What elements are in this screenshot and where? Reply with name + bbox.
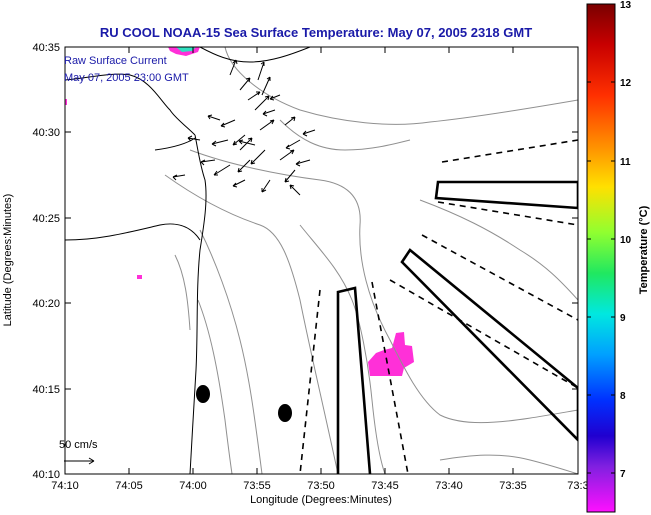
- colorbar-tick-label: 13: [620, 0, 632, 11]
- x-axis-label: Longitude (Degrees:Minutes): [250, 494, 392, 506]
- layer-time-label: May 07, 2005 23:00 GMT: [64, 72, 189, 84]
- y-tick-label: 40:35: [32, 42, 60, 54]
- colorbar-tick-label: 11: [620, 157, 631, 168]
- y-tick-label: 40:20: [32, 298, 60, 310]
- colorbar-ticks: [587, 3, 615, 474]
- bathymetry-contours: [164, 47, 578, 474]
- plot-frame: [64, 46, 579, 475]
- x-tick-label: 74:05: [115, 480, 143, 492]
- x-tick-label: 73:45: [371, 480, 399, 492]
- current-vectors: [172, 59, 316, 196]
- scale-arrow-icon: [64, 457, 95, 465]
- y-tick-label: 40:15: [32, 384, 60, 396]
- station-marker: [196, 385, 210, 403]
- colorbar-label: Temperature (°C): [638, 205, 650, 294]
- sst-patch-west: [65, 99, 67, 105]
- y-tick-label: 40:30: [32, 127, 60, 139]
- colorbar-tick-label: 10: [620, 235, 632, 246]
- y-tick-label: 40:25: [32, 213, 60, 225]
- x-tick-label: 73:35: [499, 480, 527, 492]
- radar-range-lines: [299, 139, 578, 474]
- scale-label: 50 cm/s: [59, 439, 98, 451]
- colorbar-tick-label: 12: [620, 78, 632, 89]
- sst-patch-offshore: [368, 332, 414, 376]
- x-tick-label: 73:40: [435, 480, 463, 492]
- axis-ticks: [64, 46, 579, 475]
- y-tick-labels: 40:35 40:30 40:25 40:20 40:15 40:10: [32, 42, 60, 481]
- sst-patch-north-cyan: [176, 47, 196, 52]
- y-tick-label: 40:10: [32, 469, 60, 481]
- coastline: [65, 47, 311, 474]
- colorbar-tick-labels: 13 12 11 10 9 8 7: [620, 0, 632, 480]
- map-layer: [65, 47, 578, 474]
- y-axis-label: Latitude (Degrees:Minutes): [2, 194, 14, 327]
- x-tick-label: 73:55: [243, 480, 271, 492]
- colorbar-tick-label: 7: [620, 469, 626, 480]
- colorbar: [586, 3, 616, 513]
- x-tick-label: 74:10: [51, 480, 79, 492]
- layer-name-label: Raw Surface Current: [64, 55, 167, 67]
- radar-beam-wedges: [336, 180, 578, 474]
- station-marker: [278, 404, 292, 422]
- colorbar-tick-label: 8: [620, 391, 626, 402]
- x-tick-label: 73:3: [567, 480, 588, 492]
- sst-patch-small: [137, 275, 142, 279]
- x-tick-label: 74:00: [179, 480, 207, 492]
- x-tick-labels: 74:10 74:05 74:00 73:55 73:50 73:45 73:4…: [51, 480, 588, 492]
- chart-title: RU COOL NOAA-15 Sea Surface Temperature:…: [100, 25, 532, 40]
- colorbar-tick-label: 9: [620, 313, 626, 324]
- x-tick-label: 73:50: [307, 480, 335, 492]
